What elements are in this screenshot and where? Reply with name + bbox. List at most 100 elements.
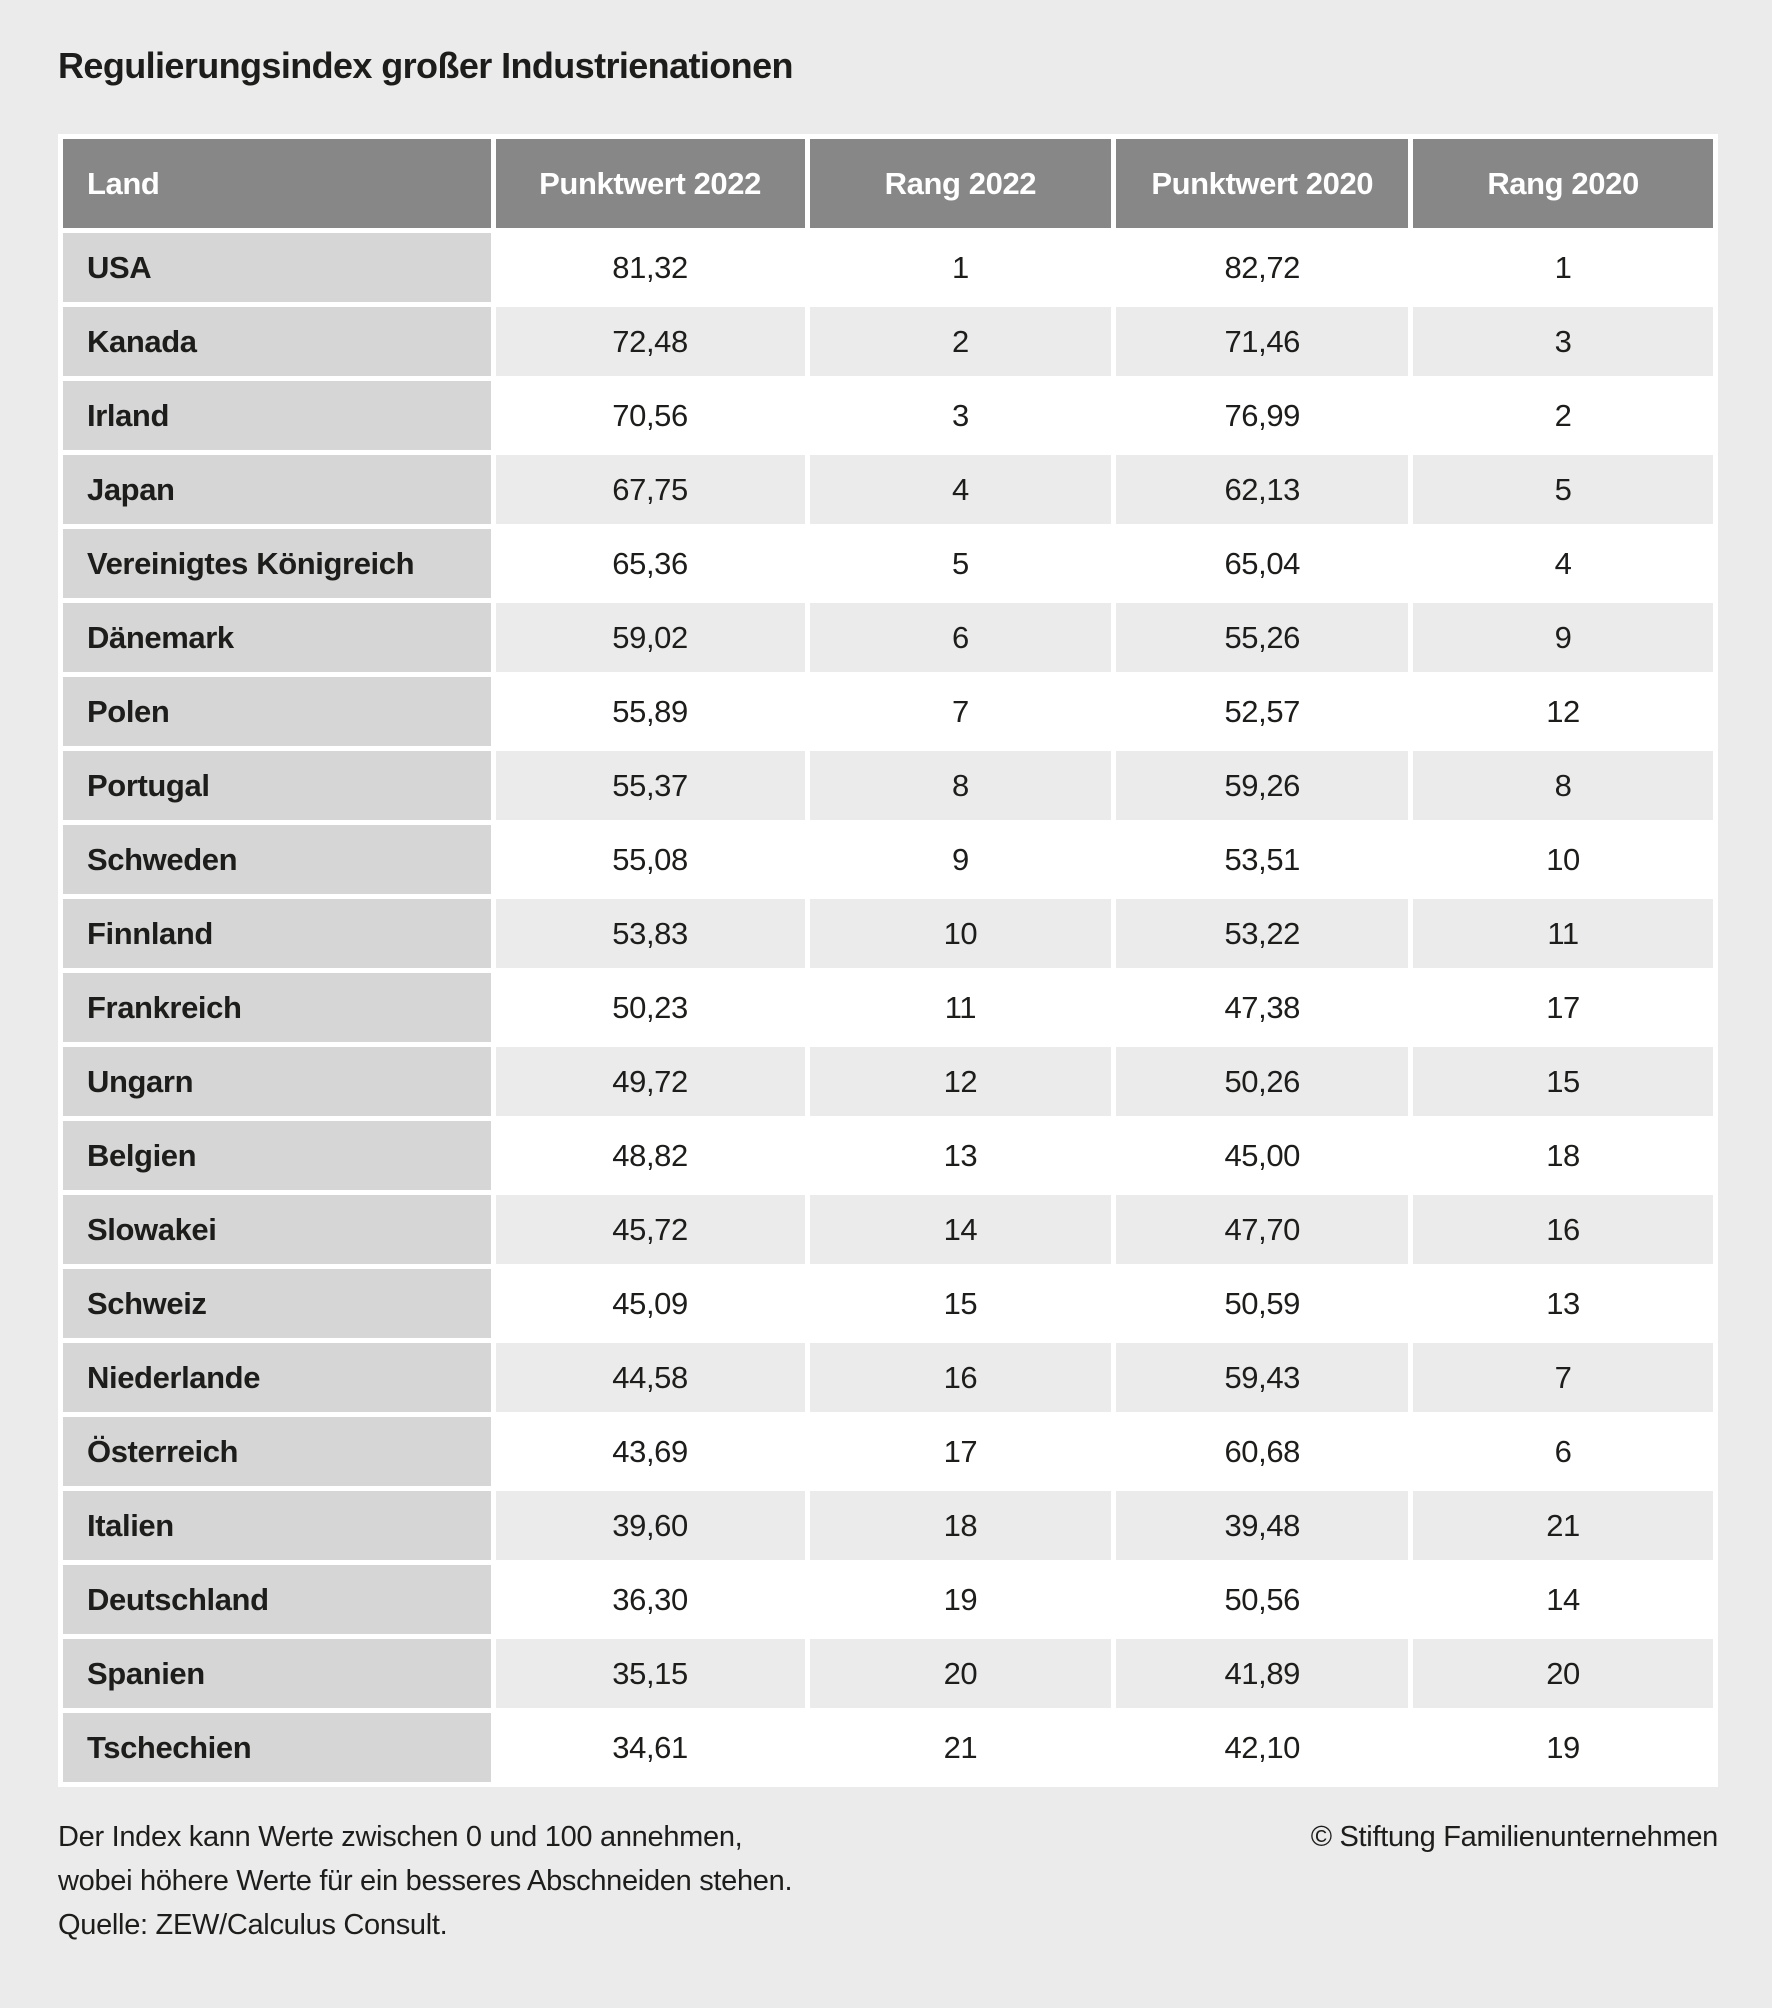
table-row: Tschechien 34,61 21 42,10 19 <box>63 1713 1713 1782</box>
punktwert-2020-cell: 53,22 <box>1116 899 1409 968</box>
rang-2022-cell: 16 <box>809 1343 1112 1412</box>
rang-2022-cell: 9 <box>809 825 1112 894</box>
rang-2020-cell: 20 <box>1413 1639 1713 1708</box>
rang-2022-cell: 4 <box>809 455 1112 524</box>
punktwert-2022-cell: 59,02 <box>495 603 805 672</box>
punktwert-2022-cell: 49,72 <box>495 1047 805 1116</box>
table-row: Slowakei 45,72 14 47,70 16 <box>63 1195 1713 1264</box>
footnote-line-2: wobei höhere Werte für ein besseres Absc… <box>58 1865 793 1897</box>
rang-2022-cell: 15 <box>809 1269 1112 1338</box>
table-row: Niederlande 44,58 16 59,43 7 <box>63 1343 1713 1412</box>
table-row: Belgien 48,82 13 45,00 18 <box>63 1121 1713 1190</box>
punktwert-2022-cell: 39,60 <box>495 1491 805 1560</box>
country-cell: Italien <box>63 1491 491 1560</box>
column-header-punktwert-2022: Punktwert 2022 <box>495 139 805 228</box>
table-row: Deutschland 36,30 19 50,56 14 <box>63 1565 1713 1634</box>
table-footnote: Der Index kann Werte zwischen 0 und 100 … <box>58 1815 1718 1947</box>
punktwert-2022-cell: 44,58 <box>495 1343 805 1412</box>
rang-2020-cell: 14 <box>1413 1565 1713 1634</box>
footnote-line-1: Der Index kann Werte zwischen 0 und 100 … <box>58 1821 743 1853</box>
country-cell: Irland <box>63 381 491 450</box>
rang-2022-cell: 3 <box>809 381 1112 450</box>
country-cell: Kanada <box>63 307 491 376</box>
table-row: Italien 39,60 18 39,48 21 <box>63 1491 1713 1560</box>
punktwert-2020-cell: 65,04 <box>1116 529 1409 598</box>
country-cell: Frankreich <box>63 973 491 1042</box>
punktwert-2020-cell: 50,26 <box>1116 1047 1409 1116</box>
table-row: Dänemark 59,02 6 55,26 9 <box>63 603 1713 672</box>
rang-2020-cell: 8 <box>1413 751 1713 820</box>
table-row: Irland 70,56 3 76,99 2 <box>63 381 1713 450</box>
copyright-notice: © Stiftung Familienunternehmen <box>1310 1821 1719 1853</box>
punktwert-2020-cell: 55,26 <box>1116 603 1409 672</box>
country-cell: Finnland <box>63 899 491 968</box>
punktwert-2022-cell: 70,56 <box>495 381 805 450</box>
rang-2020-cell: 12 <box>1413 677 1713 746</box>
country-cell: Niederlande <box>63 1343 491 1412</box>
table-row: Vereinigtes Königreich 65,36 5 65,04 4 <box>63 529 1713 598</box>
country-cell: Polen <box>63 677 491 746</box>
rang-2022-cell: 1 <box>809 233 1112 302</box>
punktwert-2020-cell: 50,56 <box>1116 1565 1409 1634</box>
table-row: Frankreich 50,23 11 47,38 17 <box>63 973 1713 1042</box>
country-cell: Belgien <box>63 1121 491 1190</box>
rang-2022-cell: 21 <box>809 1713 1112 1782</box>
country-cell: Schweiz <box>63 1269 491 1338</box>
source-line: Quelle: ZEW/Calculus Consult. <box>58 1909 448 1941</box>
punktwert-2022-cell: 35,15 <box>495 1639 805 1708</box>
table-row: Schweden 55,08 9 53,51 10 <box>63 825 1713 894</box>
punktwert-2022-cell: 65,36 <box>495 529 805 598</box>
punktwert-2020-cell: 45,00 <box>1116 1121 1409 1190</box>
table-row: Finnland 53,83 10 53,22 11 <box>63 899 1713 968</box>
punktwert-2022-cell: 48,82 <box>495 1121 805 1190</box>
punktwert-2022-cell: 55,89 <box>495 677 805 746</box>
table-row: Kanada 72,48 2 71,46 3 <box>63 307 1713 376</box>
table-row: Österreich 43,69 17 60,68 6 <box>63 1417 1713 1486</box>
rang-2022-cell: 6 <box>809 603 1112 672</box>
table-header-row: Land Punktwert 2022 Rang 2022 Punktwert 202… <box>63 139 1713 228</box>
punktwert-2020-cell: 42,10 <box>1116 1713 1409 1782</box>
country-cell: Schweden <box>63 825 491 894</box>
country-cell: Slowakei <box>63 1195 491 1264</box>
punktwert-2020-cell: 47,70 <box>1116 1195 1409 1264</box>
punktwert-2020-cell: 71,46 <box>1116 307 1409 376</box>
table-row: Portugal 55,37 8 59,26 8 <box>63 751 1713 820</box>
rang-2020-cell: 11 <box>1413 899 1713 968</box>
rang-2020-cell: 4 <box>1413 529 1713 598</box>
country-cell: Japan <box>63 455 491 524</box>
rang-2022-cell: 13 <box>809 1121 1112 1190</box>
rang-2020-cell: 1 <box>1413 233 1713 302</box>
column-header-land: Land <box>63 139 491 228</box>
punktwert-2020-cell: 52,57 <box>1116 677 1409 746</box>
table-body: USA 81,32 1 82,72 1 Kanada 72,48 2 71,46 3 Irland 7… <box>63 233 1713 1782</box>
punktwert-2022-cell: 36,30 <box>495 1565 805 1634</box>
punktwert-2020-cell: 39,48 <box>1116 1491 1409 1560</box>
rang-2020-cell: 17 <box>1413 973 1713 1042</box>
rang-2022-cell: 7 <box>809 677 1112 746</box>
rang-2020-cell: 2 <box>1413 381 1713 450</box>
punktwert-2022-cell: 34,61 <box>495 1713 805 1782</box>
table-row: USA 81,32 1 82,72 1 <box>63 233 1713 302</box>
rang-2022-cell: 8 <box>809 751 1112 820</box>
punktwert-2020-cell: 41,89 <box>1116 1639 1409 1708</box>
punktwert-2020-cell: 53,51 <box>1116 825 1409 894</box>
punktwert-2022-cell: 43,69 <box>495 1417 805 1486</box>
rang-2020-cell: 3 <box>1413 307 1713 376</box>
rang-2020-cell: 19 <box>1413 1713 1713 1782</box>
column-header-rang-2020: Rang 2020 <box>1413 139 1713 228</box>
rang-2022-cell: 5 <box>809 529 1112 598</box>
country-cell: Ungarn <box>63 1047 491 1116</box>
country-cell: Tschechien <box>63 1713 491 1782</box>
punktwert-2020-cell: 50,59 <box>1116 1269 1409 1338</box>
punktwert-2022-cell: 50,23 <box>495 973 805 1042</box>
column-header-rang-2022: Rang 2022 <box>809 139 1112 228</box>
rang-2020-cell: 10 <box>1413 825 1713 894</box>
punktwert-2020-cell: 82,72 <box>1116 233 1409 302</box>
rang-2022-cell: 19 <box>809 1565 1112 1634</box>
country-cell: Österreich <box>63 1417 491 1486</box>
punktwert-2020-cell: 59,43 <box>1116 1343 1409 1412</box>
page: Regulierungsindex großer Industrienation… <box>58 46 1718 1947</box>
punktwert-2020-cell: 62,13 <box>1116 455 1409 524</box>
rang-2022-cell: 11 <box>809 973 1112 1042</box>
punktwert-2022-cell: 53,83 <box>495 899 805 968</box>
